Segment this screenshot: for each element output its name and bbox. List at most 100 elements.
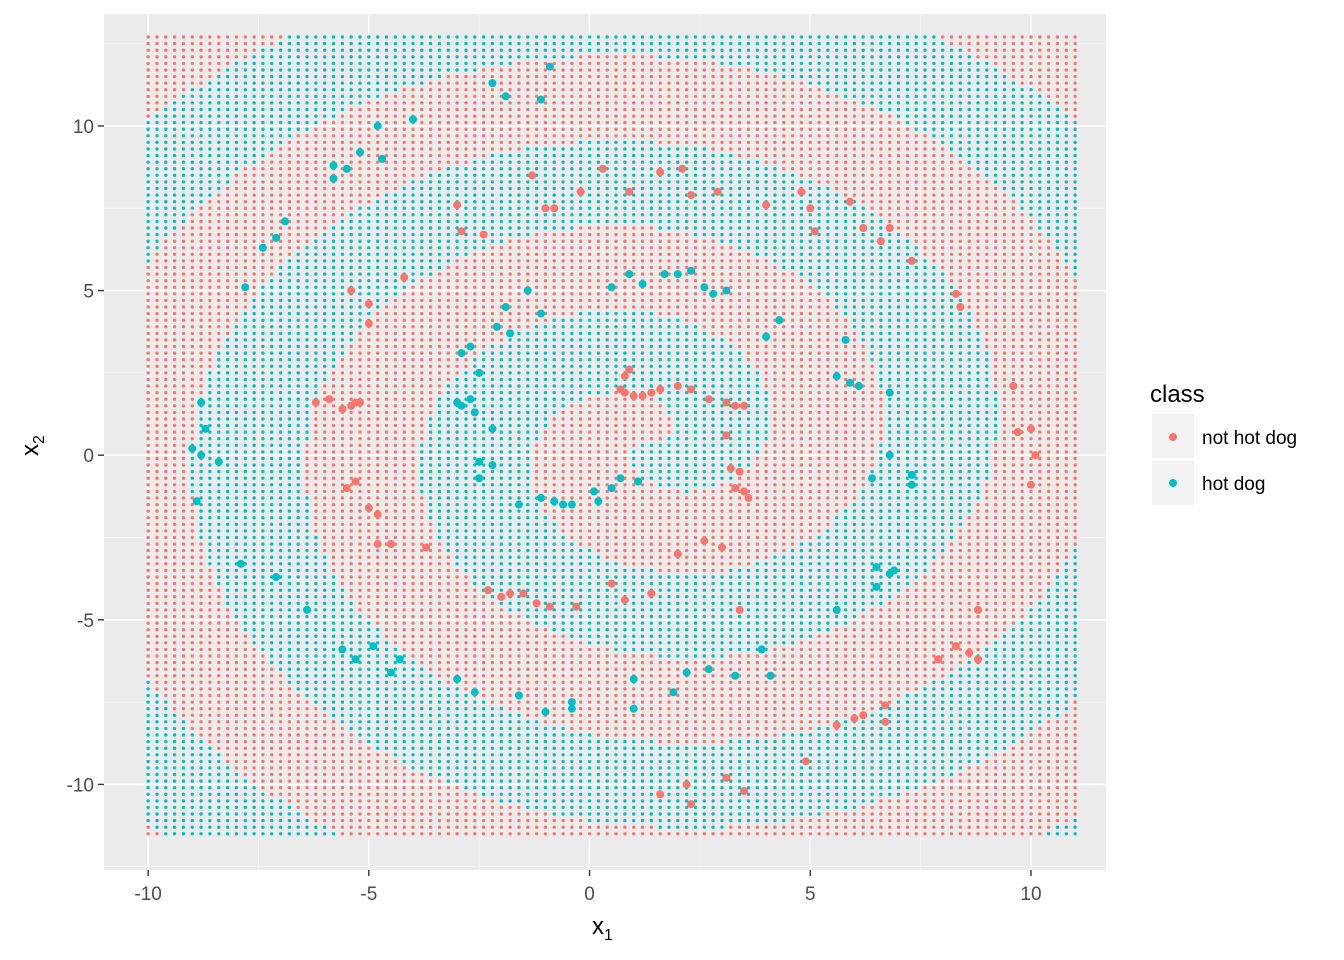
grid-point xyxy=(208,41,212,46)
grid-point xyxy=(402,469,406,474)
grid-point xyxy=(490,311,495,316)
grid-point xyxy=(349,483,353,487)
grid-point xyxy=(208,647,212,652)
grid-point xyxy=(172,437,177,441)
grid-point xyxy=(261,305,265,309)
grid-point xyxy=(446,516,450,520)
grid-point xyxy=(358,318,362,322)
grid-point xyxy=(225,134,230,138)
grid-point xyxy=(181,338,186,342)
grid-point xyxy=(349,384,353,388)
grid-point xyxy=(270,226,274,230)
grid-point xyxy=(172,226,177,230)
grid-point xyxy=(464,226,468,230)
grid-point xyxy=(331,153,336,158)
grid-point xyxy=(146,404,150,408)
grid-point xyxy=(393,358,397,362)
grid-point xyxy=(164,516,168,520)
grid-point xyxy=(181,766,186,770)
grid-point xyxy=(473,707,477,711)
grid-point xyxy=(428,265,433,270)
grid-point xyxy=(331,700,336,704)
grid-point xyxy=(146,502,150,507)
grid-point xyxy=(225,818,230,823)
grid-point xyxy=(376,628,380,632)
grid-point xyxy=(420,825,424,829)
grid-point xyxy=(464,331,468,336)
grid-point xyxy=(190,825,194,829)
grid-point xyxy=(402,726,406,731)
grid-point xyxy=(243,239,247,243)
grid-point xyxy=(252,693,256,698)
grid-point xyxy=(287,404,292,408)
grid-point xyxy=(199,707,203,711)
grid-point xyxy=(164,325,168,329)
grid-point xyxy=(225,404,230,408)
grid-point xyxy=(278,35,283,39)
grid-point xyxy=(270,628,274,632)
grid-point xyxy=(446,107,450,112)
grid-point xyxy=(172,68,177,72)
grid-point xyxy=(305,186,309,191)
grid-point xyxy=(190,147,194,151)
grid-point xyxy=(490,219,495,224)
grid-point xyxy=(376,456,380,461)
grid-point xyxy=(252,127,256,131)
grid-point xyxy=(164,206,168,210)
grid-point xyxy=(278,746,283,750)
grid-point xyxy=(217,726,221,731)
grid-point xyxy=(411,167,415,171)
grid-point xyxy=(217,371,221,375)
grid-point xyxy=(252,311,256,316)
grid-point xyxy=(358,371,362,375)
grid-point xyxy=(331,206,336,210)
grid-point xyxy=(305,489,309,494)
grid-point xyxy=(402,246,406,250)
grid-point xyxy=(208,779,212,783)
grid-point xyxy=(296,713,300,717)
grid-point xyxy=(376,180,380,184)
grid-point xyxy=(234,417,239,421)
grid-point xyxy=(146,134,150,138)
grid-point xyxy=(217,759,221,764)
grid-point xyxy=(208,272,212,276)
grid-point xyxy=(490,206,495,210)
grid-point xyxy=(252,364,256,368)
grid-point xyxy=(305,443,309,447)
grid-point xyxy=(323,41,327,46)
grid-point xyxy=(155,746,159,750)
grid-point xyxy=(411,700,415,704)
grid-point xyxy=(261,390,265,395)
grid-point xyxy=(146,746,150,750)
grid-point xyxy=(420,522,424,526)
grid-point xyxy=(243,384,247,388)
grid-point xyxy=(217,311,221,316)
grid-point xyxy=(358,476,362,480)
grid-point xyxy=(499,779,503,783)
grid-point xyxy=(234,588,239,592)
grid-point xyxy=(199,687,203,691)
grid-point xyxy=(464,621,468,625)
grid-point xyxy=(261,61,265,66)
grid-point xyxy=(411,61,415,66)
grid-point xyxy=(420,799,424,803)
grid-point xyxy=(393,193,397,197)
grid-point xyxy=(225,410,230,415)
grid-point xyxy=(261,371,265,375)
grid-point xyxy=(393,766,397,770)
grid-point xyxy=(217,680,221,684)
grid-point xyxy=(481,48,486,52)
grid-point xyxy=(146,614,150,619)
grid-point xyxy=(296,107,300,112)
grid-point xyxy=(181,167,186,171)
grid-point xyxy=(261,193,265,197)
grid-point xyxy=(367,384,371,388)
grid-point xyxy=(393,529,397,533)
grid-point xyxy=(331,818,336,823)
grid-point xyxy=(349,647,353,652)
grid-point xyxy=(455,232,459,237)
grid-point xyxy=(225,81,230,85)
grid-point xyxy=(473,384,477,388)
grid-point xyxy=(270,417,274,421)
grid-point xyxy=(428,799,433,803)
